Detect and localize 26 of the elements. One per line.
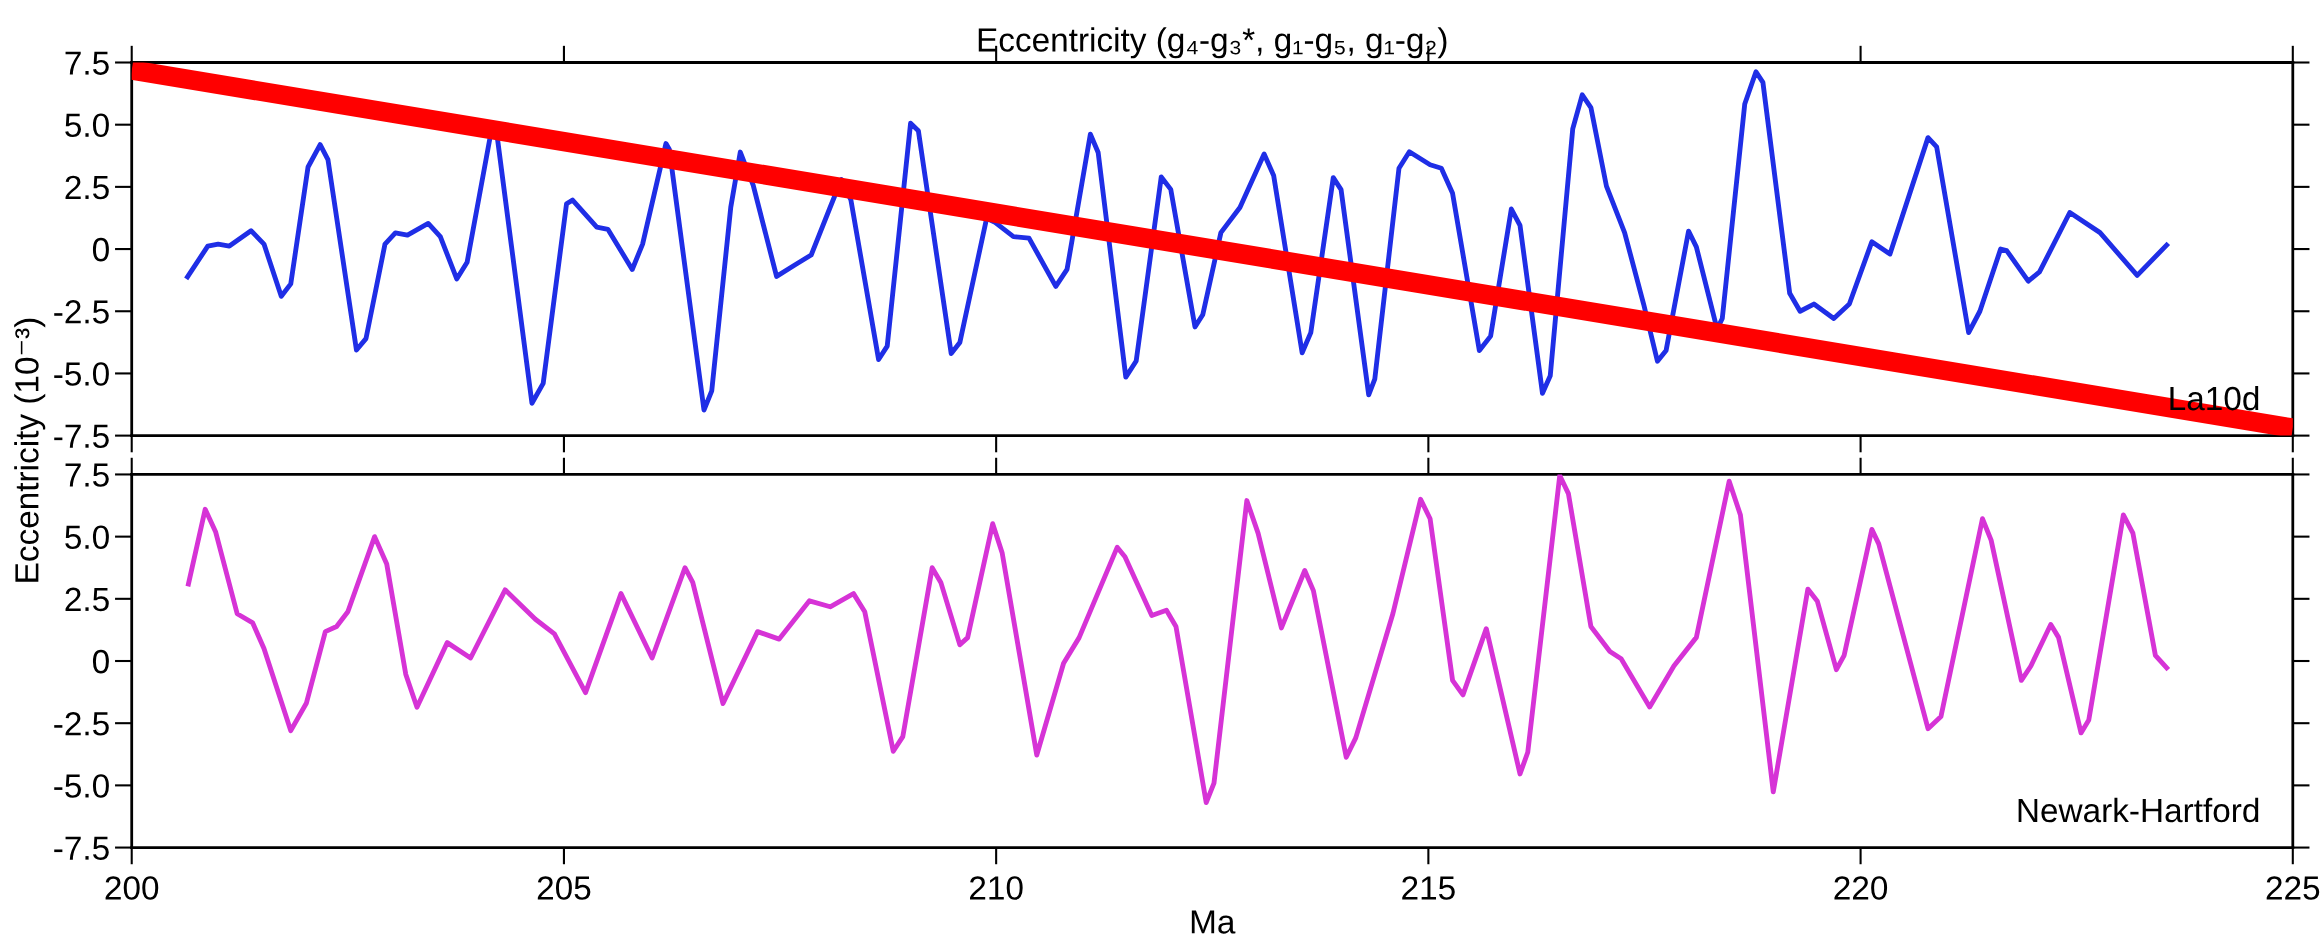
y-tick-label: -2.5 <box>54 300 109 324</box>
y-tick-label: -7.5 <box>54 424 109 449</box>
x-tick-label: 200 <box>105 876 159 900</box>
y-tick-label: -5.0 <box>54 362 109 386</box>
y-tick-label: 7.5 <box>65 463 109 487</box>
x-tick-label: 225 <box>2266 876 2320 900</box>
x-tick-label: 205 <box>537 876 591 900</box>
y-tick-label: 7.5 <box>65 51 109 75</box>
annotation: Newark-Hartford <box>2018 797 2259 823</box>
x-axis-title: Ma <box>1191 910 1236 934</box>
y-tick-label: 0 <box>92 649 109 674</box>
y-tick-label: -7.5 <box>54 836 109 860</box>
y-tick-label: -5.0 <box>54 774 109 798</box>
x-tick-label: 220 <box>1834 876 1888 900</box>
x-tick-label: 215 <box>1402 876 1455 900</box>
y-tick-label: 5.0 <box>65 525 109 550</box>
y-tick-label: 2.5 <box>65 175 109 200</box>
annotation: La10d <box>2170 385 2259 411</box>
y-axis-title: Eccentricity (10⁻³) <box>14 318 46 582</box>
x-tick-label: 210 <box>970 876 1023 900</box>
y-tick-label: -2.5 <box>54 711 109 736</box>
chart-title: Eccentricity (g₄-g₃*, g₁-g₅, g₁-g₂) <box>978 27 1447 59</box>
line-series <box>183 69 2171 413</box>
y-tick-label: 5.0 <box>65 113 109 138</box>
y-tick-label: 2.5 <box>65 587 109 612</box>
y-tick-label: 0 <box>92 237 109 262</box>
